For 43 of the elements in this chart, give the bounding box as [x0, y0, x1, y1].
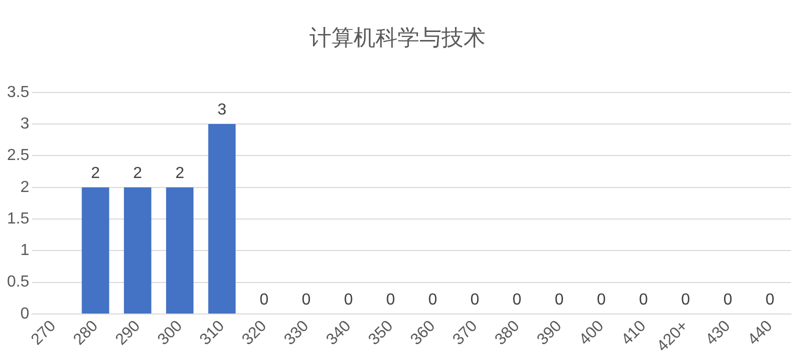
x-tick-label: 430: [702, 318, 734, 349]
x-tick-label: 370: [450, 318, 481, 349]
x-tick-label: 360: [408, 318, 439, 349]
x-tick-label: 410: [618, 318, 650, 349]
x-tick-label: 280: [70, 318, 102, 349]
x-tick-label: 400: [576, 318, 608, 349]
data-label: 0: [386, 291, 396, 308]
data-label: 0: [765, 291, 774, 308]
y-tick-label: 0.5: [6, 274, 30, 291]
x-tick-label: 320: [239, 318, 270, 349]
y-tick-label: 2.5: [6, 147, 30, 164]
data-label: 0: [428, 291, 438, 308]
x-tick-label: 390: [534, 318, 566, 349]
data-label: 3: [217, 101, 226, 118]
y-tick-label: 0: [20, 305, 30, 322]
x-tick-label: 270: [28, 318, 60, 349]
x-tick-label: 330: [281, 318, 312, 349]
y-tick-label: 3: [20, 115, 30, 132]
data-label: 0: [512, 291, 522, 308]
chart-title: 计算机科学与技术: [310, 26, 486, 51]
y-tick-label: 1: [20, 242, 30, 260]
data-label: 2: [175, 164, 184, 182]
data-label: 0: [639, 291, 648, 308]
x-tick-label: 340: [323, 318, 354, 349]
data-label: 0: [723, 291, 732, 308]
data-label: 0: [554, 291, 564, 308]
x-tick-label: 290: [112, 318, 144, 349]
y-tick-label: 2: [20, 178, 30, 196]
x-tick-label: 350: [366, 318, 397, 349]
x-tick-label: 380: [492, 318, 524, 349]
data-label: 2: [133, 164, 142, 182]
data-label: 0: [596, 291, 606, 308]
x-tick-label: 440: [744, 318, 776, 349]
data-label: 0: [470, 291, 480, 308]
data-label: 2: [91, 164, 100, 182]
data-label: 0: [681, 291, 690, 308]
x-tick-label: 300: [154, 318, 186, 349]
data-label: 0: [344, 291, 353, 308]
x-tick-label: 310: [196, 318, 228, 349]
y-tick-label: 3.5: [6, 84, 30, 101]
data-label: 0: [260, 291, 269, 308]
data-label: 0: [302, 291, 311, 308]
y-tick-label: 1.5: [6, 210, 30, 228]
